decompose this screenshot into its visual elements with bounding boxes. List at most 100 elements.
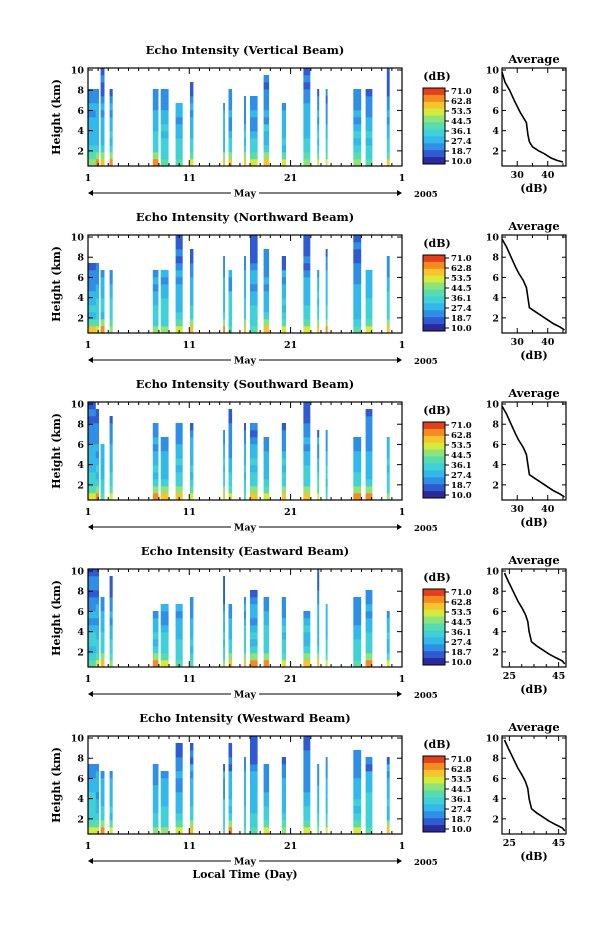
heatmap-cell <box>109 444 113 452</box>
heatmap-cell <box>109 465 113 473</box>
heatmap-cell <box>88 625 96 633</box>
heatmap-cell <box>175 778 183 786</box>
heatmap-cell <box>223 813 225 821</box>
heatmap-cell <box>250 284 258 292</box>
x-tick-label: 1 <box>399 841 406 852</box>
heatmap-cell <box>109 284 113 292</box>
heatmap-cell <box>175 242 183 250</box>
heatmap-cell <box>228 792 233 800</box>
heatmap-cell <box>223 576 225 584</box>
heatmap-cell <box>109 416 113 424</box>
heatmap-cell <box>250 618 258 626</box>
heatmap-cell <box>303 298 311 306</box>
heatmap-cell <box>365 291 373 299</box>
heatmap-cell <box>365 270 373 278</box>
average-profile-line <box>503 572 566 665</box>
heatmap-cell <box>100 813 105 821</box>
heatmap-cell <box>325 89 328 97</box>
heatmap-cell <box>303 242 311 250</box>
heatmap-cell <box>263 256 270 264</box>
heatmap-cell <box>100 771 105 779</box>
heatmap-cell <box>223 305 225 313</box>
colorbar-band <box>423 88 445 96</box>
heatmap-cell <box>365 416 373 424</box>
heatmap-cell <box>190 820 194 828</box>
heatmap-cell <box>228 458 233 466</box>
heatmap-cell <box>317 305 320 313</box>
average-y-tick-label: 10 <box>486 66 500 77</box>
heatmap-cell <box>88 298 96 306</box>
heatmap-cell <box>152 792 159 800</box>
heatmap-cell <box>223 820 225 828</box>
heatmap-cell <box>100 89 105 97</box>
heatmap-cell <box>109 159 113 167</box>
heatmap-cell <box>250 458 258 466</box>
heatmap-cell <box>353 472 362 480</box>
heatmap-cell <box>109 298 113 306</box>
heatmap-cell <box>190 653 194 661</box>
heatmap-cell <box>244 771 246 779</box>
heatmap-cell <box>303 124 311 132</box>
heatmap-cell <box>250 96 258 104</box>
average-x-tick-label: 30 <box>511 337 525 348</box>
heatmap-cell <box>303 820 311 828</box>
average-x-tick-label: 40 <box>541 170 555 181</box>
heatmap-cell <box>303 785 311 793</box>
average-y-tick-label: 8 <box>492 754 499 765</box>
heatmap-cell <box>244 632 246 640</box>
heatmap-cell <box>244 437 246 445</box>
heatmap-cell <box>228 319 233 327</box>
heatmap-cell <box>223 465 225 473</box>
heatmap-cell <box>325 472 328 480</box>
heatmap-cell <box>303 660 311 668</box>
heatmap-cell <box>100 110 105 118</box>
heatmap-cell <box>365 764 373 772</box>
heatmap-cell <box>160 124 169 132</box>
heatmap-cell <box>281 430 286 438</box>
heatmap-cell <box>317 312 320 320</box>
heatmap-cell <box>386 799 390 807</box>
heatmap-cell <box>175 103 183 111</box>
heatmap-cell <box>88 117 96 125</box>
heatmap-cell <box>190 493 194 501</box>
panel-title: Echo Intensity (Northward Beam) <box>136 210 354 224</box>
colorbar-band <box>423 623 445 631</box>
heatmap-cell <box>175 465 183 473</box>
heatmap-cell <box>160 799 169 807</box>
heatmap-cell <box>365 792 373 800</box>
heatmap-cell <box>160 110 169 118</box>
heatmap-cell <box>175 138 183 146</box>
heatmap-cell <box>244 458 246 466</box>
average-y-tick-label: 4 <box>492 794 499 805</box>
heatmap-cell <box>175 486 183 494</box>
heatmap-cell <box>303 611 311 619</box>
heatmap-cell <box>228 625 233 633</box>
heatmap-cell <box>190 89 194 97</box>
heatmap-cell <box>100 806 105 814</box>
heatmap-cell <box>263 284 270 292</box>
heatmap-cell <box>353 131 362 139</box>
heatmap-cell <box>223 430 225 438</box>
heatmap-cell <box>325 96 328 104</box>
heatmap-cell <box>365 465 373 473</box>
heatmap-cell <box>250 736 258 744</box>
heatmap-cell <box>353 96 362 104</box>
heatmap-cell <box>88 590 99 598</box>
heatmap-cell <box>250 423 258 431</box>
beam-panel-1: Echo Intensity (Vertical Beam) 2 4 6 8 10 Heig… <box>50 43 567 200</box>
colorbar-tick-label: 27.4 <box>451 805 472 815</box>
heatmap-cell <box>152 145 159 153</box>
heatmap-cell <box>88 660 96 668</box>
heatmap-cell <box>263 103 270 111</box>
heatmap-cell <box>152 771 159 779</box>
heatmap-cell <box>109 89 113 97</box>
average-y-tick-label: 6 <box>492 440 499 451</box>
heatmap-cell <box>353 89 362 97</box>
heatmap-cell <box>281 632 286 640</box>
month-span-arrow-right <box>397 858 402 864</box>
heatmap-cell <box>263 813 270 821</box>
heatmap-cell <box>160 291 169 299</box>
average-x-label: (dB) <box>520 516 547 529</box>
heatmap-cell <box>263 611 270 619</box>
heatmap-cell <box>250 743 258 751</box>
